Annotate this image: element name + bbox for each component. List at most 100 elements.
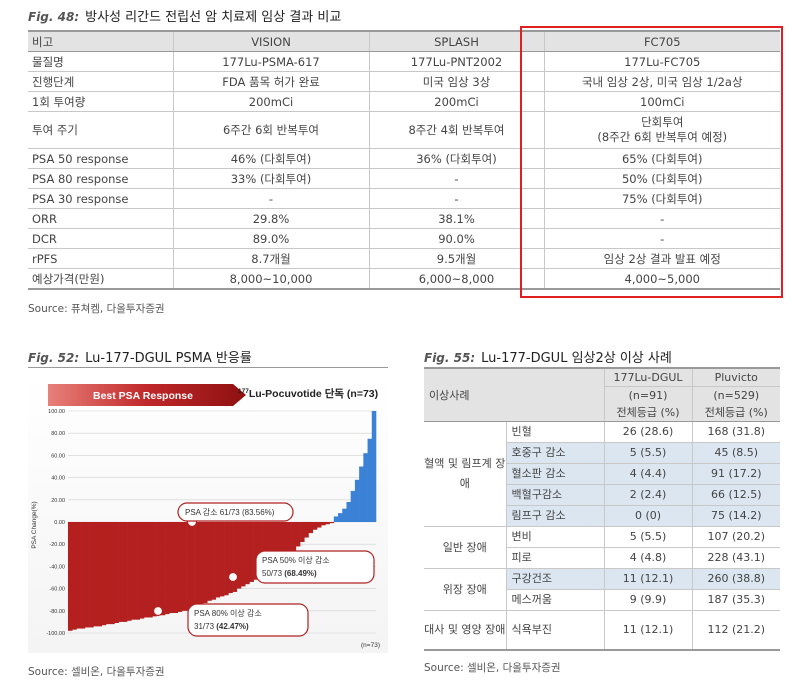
psa-bar [338, 513, 343, 522]
psa-bar [110, 522, 115, 625]
adverse-events-table: 이상사례 177Lu-DGUL Pluvicto (n=91) (n=529) … [424, 367, 781, 651]
header-grade: 전체등급 (%) [603, 404, 693, 422]
table-cell: 228 (43.1) [691, 547, 781, 569]
chart-title: 177Lu-Pocuvotide 단독 (n=73) [238, 387, 378, 400]
psa-bar [253, 522, 259, 580]
psa-bar [257, 522, 263, 578]
fc705-highlight-box [520, 26, 783, 298]
psa-bar [249, 522, 254, 582]
psa-bar [367, 438, 373, 522]
psa-bar [160, 522, 166, 616]
table-row: 위장 장애 구강건조 11 (12.1) 260 (38.8) [424, 568, 781, 611]
table-row: rPFS 8.7개월 9.5개월 임상 2상 결과 발표 예정 [28, 248, 780, 269]
table-cell: 65% (다회투여) [543, 148, 780, 169]
psa-bar [278, 522, 284, 565]
y-tick-label: -100.00 [46, 631, 65, 637]
psa-bar [245, 522, 250, 585]
fig48-tag: Fig. 48: [28, 10, 80, 24]
cycle-fc705-line1: 단회투여 [641, 115, 684, 129]
callout-psa-decrease: PSA 감소 61/73 (83.56%) [177, 502, 294, 528]
row-label: DCR [28, 228, 173, 249]
table-row: 혈액 및 림프계 장애 빈혈 26 (28.6) 168 (31.8) [424, 421, 781, 527]
table-cell: 미국 임상 3상 [368, 71, 544, 92]
psa-bar [312, 522, 318, 530]
table-cell: 46% (다회투여) [172, 148, 369, 169]
psa-bar [266, 522, 271, 572]
row-label: ORR [28, 208, 173, 229]
header-cell: SPLASH [368, 30, 544, 52]
table-cell: 107 (20.2) [691, 526, 781, 548]
y-axis-label: PSA Change(%) [31, 501, 38, 548]
psa-bar [190, 522, 195, 610]
psa-bar [350, 490, 356, 522]
table-row: DCR 89.0% 90.0% - [28, 228, 780, 249]
psa-bar [215, 522, 221, 598]
table-row: 1회 투여량 200mCi 200mCi 100mCi [28, 91, 780, 112]
callout-text: PSA 50% 이상 감소 [262, 555, 330, 565]
psa-bar [97, 522, 103, 627]
comparison-table: 비고 VISION SPLASH FC705 물질명 177Lu-PSMA-61… [28, 30, 780, 290]
psa-bar [68, 522, 73, 631]
table-row: PSA 80 response 33% (다회투여) - 50% (다회투여) [28, 168, 780, 189]
event-name: 식욕부진 [505, 610, 605, 651]
fig52-title-text: Lu-177-DGUL PSMA 반응률 [85, 351, 252, 366]
table-cell: 75% (다회투여) [543, 188, 780, 209]
y-tick-label: 100.00 [48, 409, 65, 415]
row-label: 1회 투여량 [28, 91, 173, 112]
psa-bar [359, 466, 364, 522]
table-cell: 8.7개월 [172, 248, 369, 269]
psa-bar [84, 522, 90, 628]
table-cell: 177Lu-PSMA-617 [172, 51, 369, 72]
callout-text: PSA 감소 61/73 (83.56%) [185, 507, 275, 517]
table-cell: 11 (12.1) [603, 568, 693, 590]
header-adverse-event: 이상사례 [424, 367, 605, 422]
psa-bar [156, 522, 162, 616]
table-cell: 200mCi [368, 91, 544, 112]
psa-waterfall-svg: Best PSA Response 177Lu-Pocuvotide 단독 (n… [31, 384, 380, 649]
table-header-row: 이상사례 177Lu-DGUL Pluvicto [424, 367, 781, 422]
psa-bar [333, 516, 339, 522]
table-cell: 66 (12.5) [691, 484, 781, 506]
table-row: 일반 장애 변비 5 (5.5) 107 (20.2) [424, 526, 781, 569]
psa-bar [321, 522, 326, 526]
table-cell: 29.8% [172, 208, 369, 229]
row-label: 진행단계 [28, 71, 173, 92]
table-cell: 75 (14.2) [691, 505, 781, 527]
table-cell: 89.0% [172, 228, 369, 249]
header-cell: VISION [172, 30, 369, 52]
banner-shape [48, 384, 246, 406]
psa-bar [295, 522, 301, 547]
table-header-row: 전체등급 (%) 전체등급 (%) [424, 404, 781, 422]
header-col2-n: (n=529) [691, 386, 781, 404]
table-cell: 국내 임상 2상, 미국 임상 1/2a상 [543, 71, 780, 92]
psa-bar [148, 522, 153, 618]
fig52-source: Source: 셀비온, 다올투자증권 [28, 666, 165, 678]
y-axis-ticks: 100.00 80.00 60.00 40.00 20.00 0.00 -20.00 -40.… [46, 409, 65, 637]
y-tick-label: 40.00 [51, 476, 65, 482]
table-cell: - [368, 188, 544, 209]
psa-bar [127, 522, 132, 621]
psa-bar [135, 522, 141, 620]
y-tick-label: -40.00 [49, 564, 65, 570]
fig55-title: Fig. 55: Lu-177-DGUL 임상2상 이상 사례 [424, 347, 672, 366]
table-cell: 8주간 4회 반복투여 [368, 111, 544, 149]
psa-bar [329, 522, 335, 524]
psa-bar [291, 522, 297, 551]
table-cell: 200mCi [172, 91, 369, 112]
table-cell: 5 (5.5) [603, 526, 693, 548]
table-row: 피로 4 (4.8) 228 (43.1) [424, 547, 781, 569]
table-cell: 4 (4.4) [603, 463, 693, 485]
fig55-tag: Fig. 55: [424, 351, 476, 365]
psa-bar [101, 522, 107, 626]
event-name: 혈소판 감소 [505, 463, 605, 485]
callout-marker [227, 571, 239, 583]
table-cell: FDA 품목 허가 완료 [172, 71, 369, 92]
table-cell: 26 (28.6) [603, 421, 693, 443]
psa-bar [308, 522, 314, 534]
psa-bar [194, 522, 200, 610]
table-cell: 8,000~10,000 [172, 268, 369, 290]
table-cell: 4,000~5,000 [543, 268, 780, 290]
header-col1-name: 177Lu-DGUL [603, 367, 693, 387]
psa-bar [122, 522, 128, 622]
table-row: 림프구 감소 0 (0) 75 (14.2) [424, 505, 781, 527]
